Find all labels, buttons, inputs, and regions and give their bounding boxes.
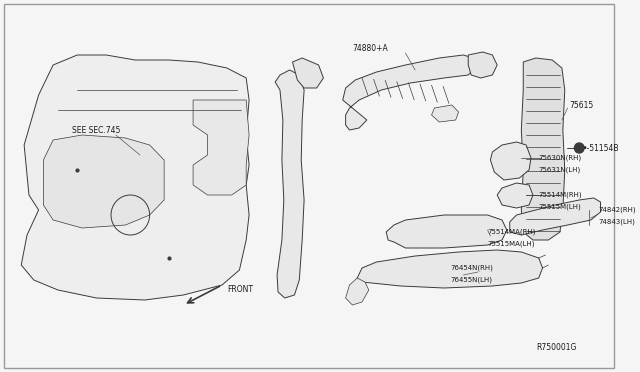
Text: 76454N(RH): 76454N(RH) bbox=[451, 265, 493, 271]
Polygon shape bbox=[386, 215, 507, 248]
Text: 74843(LH): 74843(LH) bbox=[598, 219, 636, 225]
Polygon shape bbox=[509, 198, 600, 235]
Polygon shape bbox=[490, 142, 531, 180]
Circle shape bbox=[575, 143, 584, 153]
Text: FRONT: FRONT bbox=[227, 285, 253, 295]
Polygon shape bbox=[44, 135, 164, 228]
Text: R750001G: R750001G bbox=[536, 343, 576, 353]
Text: 75515M(LH): 75515M(LH) bbox=[539, 204, 582, 210]
Polygon shape bbox=[193, 100, 249, 195]
Text: 75515MA(LH): 75515MA(LH) bbox=[488, 241, 535, 247]
Text: 75615: 75615 bbox=[570, 100, 594, 109]
Text: 75630N(RH): 75630N(RH) bbox=[539, 155, 582, 161]
Polygon shape bbox=[21, 55, 249, 300]
Polygon shape bbox=[431, 105, 459, 122]
Text: 75631N(LH): 75631N(LH) bbox=[539, 167, 581, 173]
Polygon shape bbox=[497, 183, 533, 208]
Polygon shape bbox=[292, 58, 323, 88]
Text: 75514M(RH): 75514M(RH) bbox=[539, 192, 582, 198]
Polygon shape bbox=[522, 58, 564, 240]
Text: SEE SEC.745: SEE SEC.745 bbox=[72, 125, 121, 135]
Text: 74880+A: 74880+A bbox=[353, 44, 388, 52]
Text: •-51154B: •-51154B bbox=[583, 144, 620, 153]
Polygon shape bbox=[468, 52, 497, 78]
Polygon shape bbox=[343, 55, 475, 130]
Text: 75514MA(RH): 75514MA(RH) bbox=[488, 229, 536, 235]
Polygon shape bbox=[357, 250, 543, 288]
Text: 76455N(LH): 76455N(LH) bbox=[451, 277, 493, 283]
Text: 74842(RH): 74842(RH) bbox=[598, 207, 636, 213]
Polygon shape bbox=[275, 70, 304, 298]
Polygon shape bbox=[346, 278, 369, 305]
